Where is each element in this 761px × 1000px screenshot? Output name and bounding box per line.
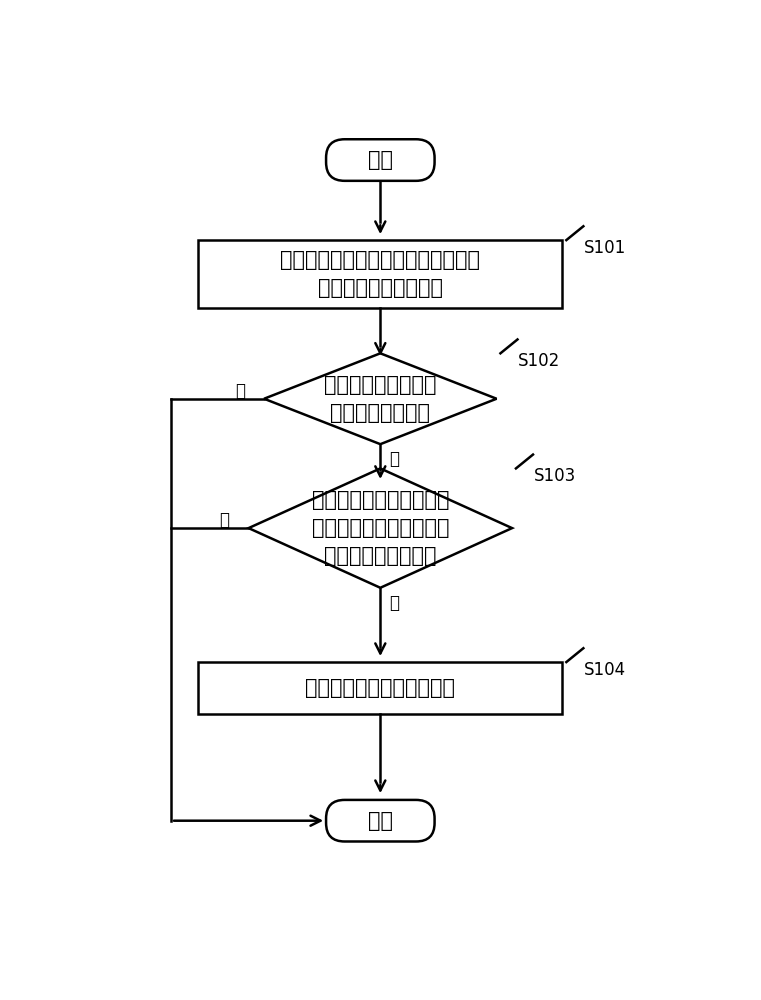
Polygon shape xyxy=(264,353,497,444)
FancyBboxPatch shape xyxy=(326,139,435,181)
Text: 是: 是 xyxy=(390,450,400,468)
Text: 否: 否 xyxy=(219,511,229,529)
Bar xyxy=(198,240,562,308)
Text: 检测用户终端移动至距离人体为目标
距离时的途经轨迹数据: 检测用户终端移动至距离人体为目标 距离时的途经轨迹数据 xyxy=(280,250,480,298)
FancyBboxPatch shape xyxy=(326,800,435,841)
Text: 开始: 开始 xyxy=(368,150,393,170)
Text: S104: S104 xyxy=(584,661,626,679)
Text: 判断目标距离是否小
于或等于预设距离: 判断目标距离是否小 于或等于预设距离 xyxy=(324,375,437,423)
Text: 判断预存储的特征数据集
合中是否存在与途经轨迹
数据匹配的特征数据: 判断预存储的特征数据集 合中是否存在与途经轨迹 数据匹配的特征数据 xyxy=(311,490,449,566)
Text: S101: S101 xyxy=(584,239,626,257)
Text: 将第一天线切换到第二天线: 将第一天线切换到第二天线 xyxy=(305,678,455,698)
Text: 否: 否 xyxy=(234,382,245,400)
Bar xyxy=(198,662,562,714)
Text: 结束: 结束 xyxy=(368,811,393,831)
Polygon shape xyxy=(249,468,512,588)
Text: 是: 是 xyxy=(390,594,400,612)
Text: S102: S102 xyxy=(518,352,561,370)
Text: S103: S103 xyxy=(533,467,576,485)
